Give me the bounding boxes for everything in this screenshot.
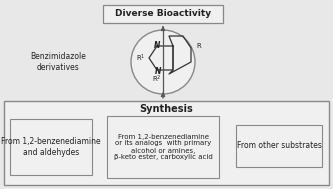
Text: Synthesis: Synthesis	[139, 104, 193, 114]
Text: R$^2$: R$^2$	[152, 73, 162, 85]
FancyBboxPatch shape	[10, 119, 92, 175]
FancyBboxPatch shape	[236, 125, 322, 167]
FancyBboxPatch shape	[4, 101, 329, 185]
Text: From 1,2-benzenediamine
or its analogs  with primary
alcohol or amines,
β-keto e: From 1,2-benzenediamine or its analogs w…	[114, 133, 212, 160]
Text: From 1,2-benzenediamine
and aldehydes: From 1,2-benzenediamine and aldehydes	[1, 137, 101, 157]
Text: Benzimidazole
derivatives: Benzimidazole derivatives	[30, 52, 86, 72]
Text: Diverse Bioactivity: Diverse Bioactivity	[115, 9, 211, 19]
Text: N: N	[154, 40, 160, 50]
FancyBboxPatch shape	[107, 116, 219, 178]
Text: N: N	[155, 67, 161, 75]
FancyBboxPatch shape	[103, 5, 223, 23]
Text: R$^1$: R$^1$	[136, 52, 146, 64]
Circle shape	[131, 30, 195, 94]
Text: From other substrates: From other substrates	[236, 142, 321, 150]
Text: R: R	[196, 43, 201, 49]
